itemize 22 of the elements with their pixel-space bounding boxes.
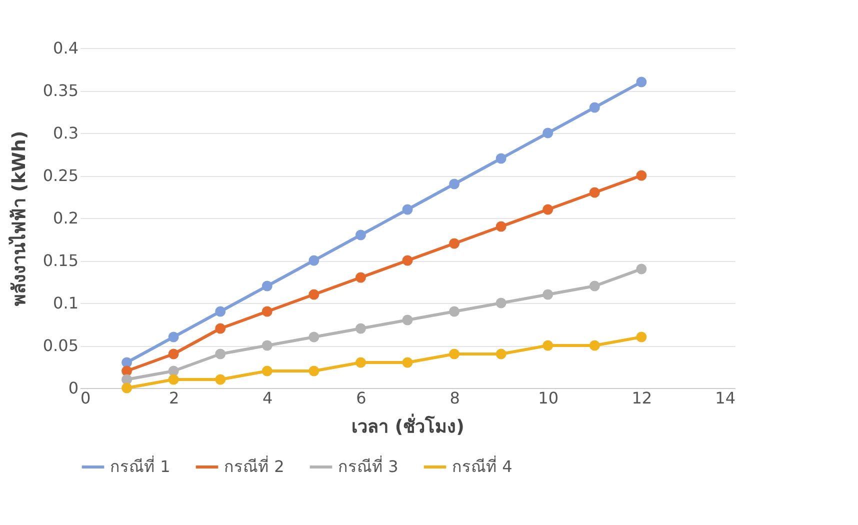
legend-label: กรณีที่ 1 <box>110 455 170 476</box>
x-tick-label: 2 <box>168 388 180 408</box>
x-tick-label: 4 <box>262 388 273 408</box>
legend-label: กรณีที่ 2 <box>224 455 284 476</box>
x-tick-label: 12 <box>632 388 652 408</box>
x-axis-title: เวลา (ชั่วโมง) <box>352 414 464 438</box>
x-tick-label: 8 <box>450 388 460 408</box>
y-tick-label: 0.15 <box>42 251 78 270</box>
legend-label: กรณีที่ 3 <box>338 455 398 476</box>
y-tick-label: 0.2 <box>53 208 78 228</box>
y-tick-label: 0.4 <box>53 38 78 58</box>
y-tick-label: 0.25 <box>42 166 78 185</box>
y-axis-title: พลังงานไฟฟ้า (kWh) <box>8 130 30 306</box>
y-tick-label: 0.3 <box>53 124 78 142</box>
x-tick-label: 0 <box>80 388 91 408</box>
x-tick-label: 6 <box>356 388 366 408</box>
y-tick-label: 0.35 <box>42 81 78 100</box>
legend-label: กรณีที่ 4 <box>452 455 512 476</box>
x-tick-label: 14 <box>715 388 736 408</box>
y-tick-label: 0.1 <box>53 294 78 312</box>
x-tick-label: 10 <box>538 388 559 408</box>
y-tick-label: 0.05 <box>42 336 78 355</box>
